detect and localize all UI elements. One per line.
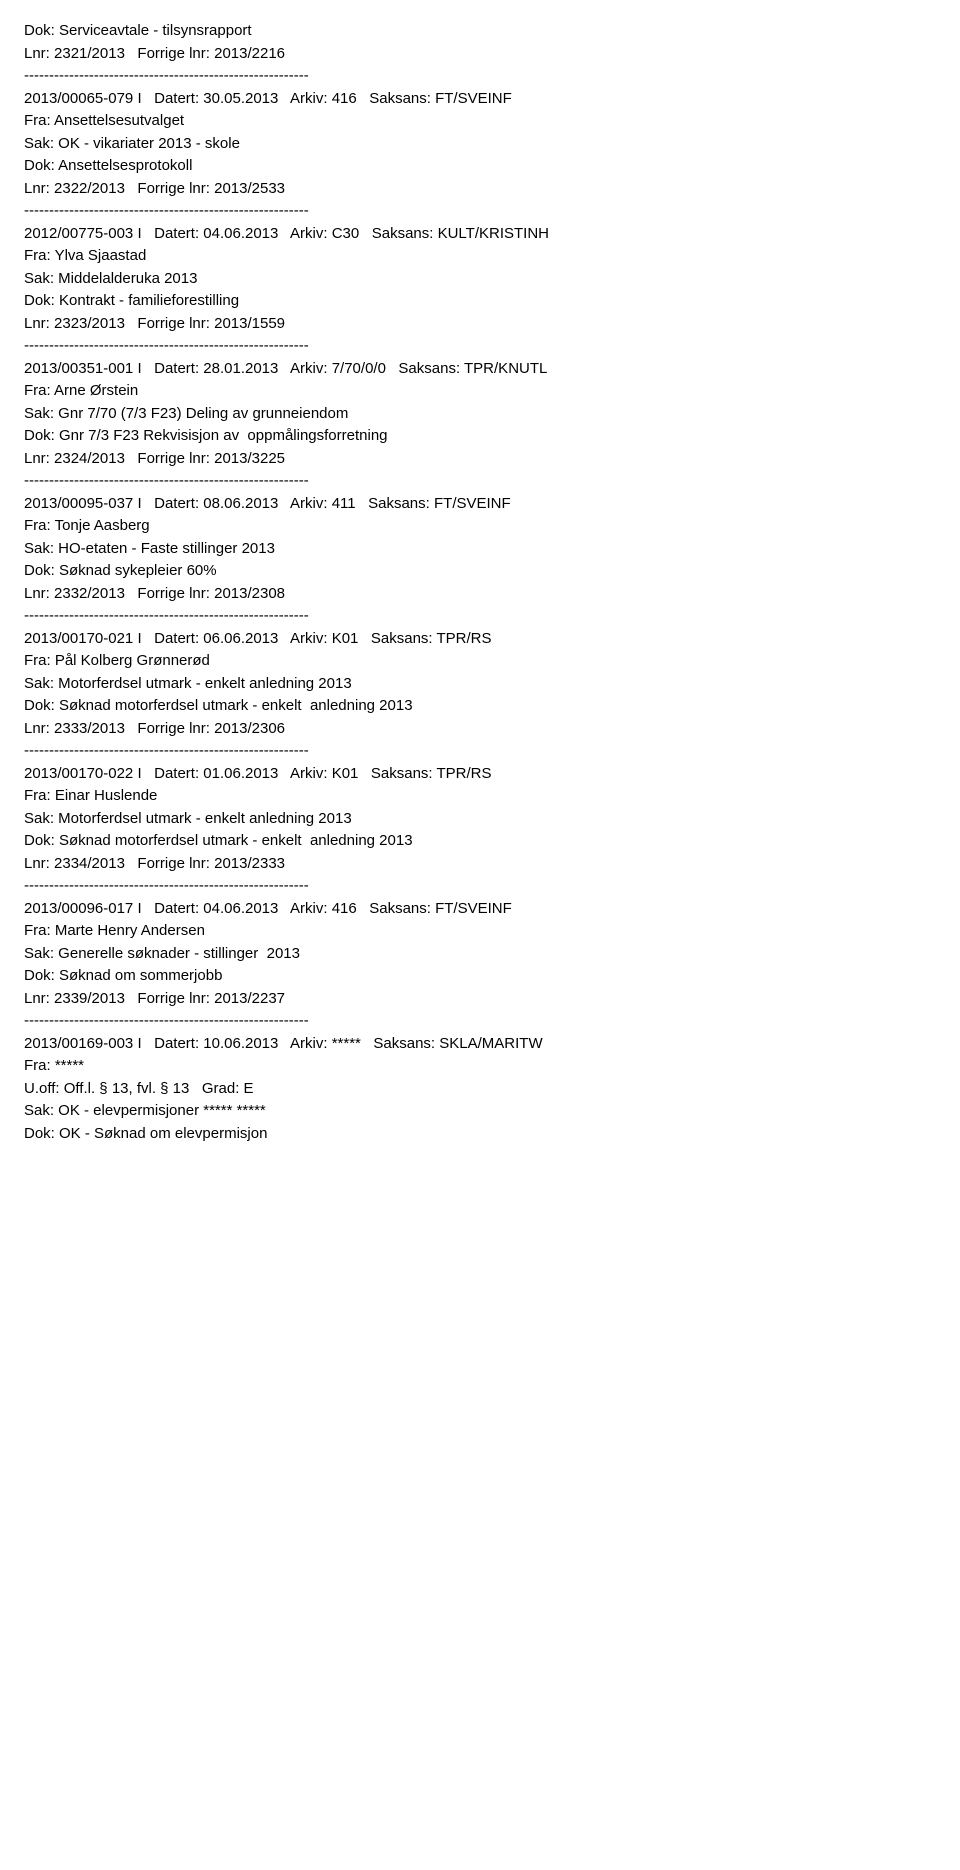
text-line: 2013/00169-003 I Datert: 10.06.2013 Arki… (24, 1033, 936, 1056)
separator-line: ----------------------------------------… (24, 335, 936, 358)
text-line: 2013/00351-001 I Datert: 28.01.2013 Arki… (24, 358, 936, 381)
text-line: Dok: OK - Søknad om elevpermisjon (24, 1123, 936, 1146)
text-line: 2013/00096-017 I Datert: 04.06.2013 Arki… (24, 898, 936, 921)
separator-line: ----------------------------------------… (24, 875, 936, 898)
text-line: Sak: Motorferdsel utmark - enkelt anledn… (24, 673, 936, 696)
text-line: Lnr: 2339/2013 Forrige lnr: 2013/2237 (24, 988, 936, 1011)
text-line: 2012/00775-003 I Datert: 04.06.2013 Arki… (24, 223, 936, 246)
separator-line: ----------------------------------------… (24, 65, 936, 88)
text-line: Fra: ***** (24, 1055, 936, 1078)
text-line: Lnr: 2321/2013 Forrige lnr: 2013/2216 (24, 43, 936, 66)
text-line: Dok: Gnr 7/3 F23 Rekvisisjon av oppmålin… (24, 425, 936, 448)
text-line: Sak: Middelalderuka 2013 (24, 268, 936, 291)
text-line: Sak: OK - elevpermisjoner ***** ***** (24, 1100, 936, 1123)
text-line: Fra: Pål Kolberg Grønnerød (24, 650, 936, 673)
text-line: Lnr: 2333/2013 Forrige lnr: 2013/2306 (24, 718, 936, 741)
text-line: Dok: Kontrakt - familieforestilling (24, 290, 936, 313)
text-line: Sak: Motorferdsel utmark - enkelt anledn… (24, 808, 936, 831)
text-line: Lnr: 2334/2013 Forrige lnr: 2013/2333 (24, 853, 936, 876)
text-line: 2013/00065-079 I Datert: 30.05.2013 Arki… (24, 88, 936, 111)
text-line: 2013/00170-021 I Datert: 06.06.2013 Arki… (24, 628, 936, 651)
text-line: Sak: Gnr 7/70 (7/3 F23) Deling av grunne… (24, 403, 936, 426)
text-line: Dok: Ansettelsesprotokoll (24, 155, 936, 178)
text-line: Fra: Arne Ørstein (24, 380, 936, 403)
text-line: Sak: Generelle søknader - stillinger 201… (24, 943, 936, 966)
text-line: U.off: Off.l. § 13, fvl. § 13 Grad: E (24, 1078, 936, 1101)
text-line: Fra: Ylva Sjaastad (24, 245, 936, 268)
text-line: Lnr: 2332/2013 Forrige lnr: 2013/2308 (24, 583, 936, 606)
text-line: Lnr: 2322/2013 Forrige lnr: 2013/2533 (24, 178, 936, 201)
separator-line: ----------------------------------------… (24, 200, 936, 223)
text-line: Sak: HO-etaten - Faste stillinger 2013 (24, 538, 936, 561)
text-line: Lnr: 2324/2013 Forrige lnr: 2013/3225 (24, 448, 936, 471)
text-line: Dok: Søknad motorferdsel utmark - enkelt… (24, 695, 936, 718)
text-line: 2013/00095-037 I Datert: 08.06.2013 Arki… (24, 493, 936, 516)
text-line: Fra: Einar Huslende (24, 785, 936, 808)
document-content: Dok: Serviceavtale - tilsynsrapport Lnr:… (24, 20, 936, 1145)
text-line: 2013/00170-022 I Datert: 01.06.2013 Arki… (24, 763, 936, 786)
text-line: Fra: Marte Henry Andersen (24, 920, 936, 943)
text-line: Sak: OK - vikariater 2013 - skole (24, 133, 936, 156)
separator-line: ----------------------------------------… (24, 470, 936, 493)
separator-line: ----------------------------------------… (24, 1010, 936, 1033)
text-line: Dok: Serviceavtale - tilsynsrapport (24, 20, 936, 43)
text-line: Fra: Ansettelsesutvalget (24, 110, 936, 133)
text-line: Lnr: 2323/2013 Forrige lnr: 2013/1559 (24, 313, 936, 336)
text-line: Dok: Søknad om sommerjobb (24, 965, 936, 988)
text-line: Dok: Søknad sykepleier 60% (24, 560, 936, 583)
text-line: Fra: Tonje Aasberg (24, 515, 936, 538)
text-line: Dok: Søknad motorferdsel utmark - enkelt… (24, 830, 936, 853)
separator-line: ----------------------------------------… (24, 605, 936, 628)
separator-line: ----------------------------------------… (24, 740, 936, 763)
